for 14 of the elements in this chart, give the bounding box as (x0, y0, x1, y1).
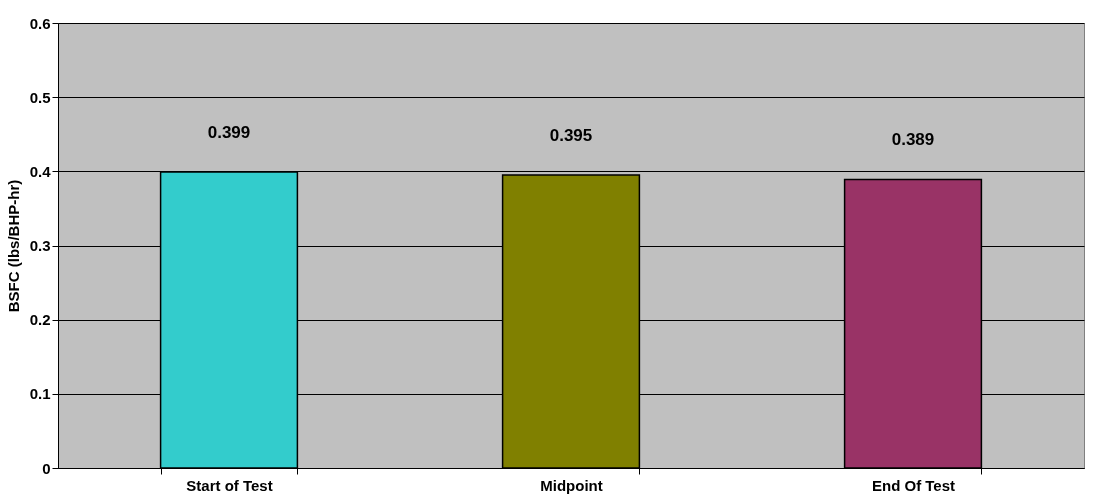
data-label: 0.399 (207, 123, 251, 143)
y-tick-label: 0.5 (29, 88, 51, 106)
y-tick-label: 0.6 (29, 14, 51, 32)
x-tick-label: Midpoint (540, 476, 603, 494)
data-label: 0.395 (549, 126, 593, 146)
x-tick-label: End Of Test (871, 476, 956, 494)
y-tick-label: 0.3 (29, 237, 51, 254)
y-tick-label: 0.1 (29, 385, 51, 403)
y-tick-label: 0 (42, 459, 51, 477)
y-axis-title: BSFC (lbs/BHP-hr) (4, 179, 22, 313)
data-label: 0.389 (891, 130, 935, 150)
x-tick-label: Start of Test (186, 476, 273, 494)
y-tick-label: 0.4 (29, 162, 52, 180)
y-tick-label: 0.2 (29, 311, 51, 329)
